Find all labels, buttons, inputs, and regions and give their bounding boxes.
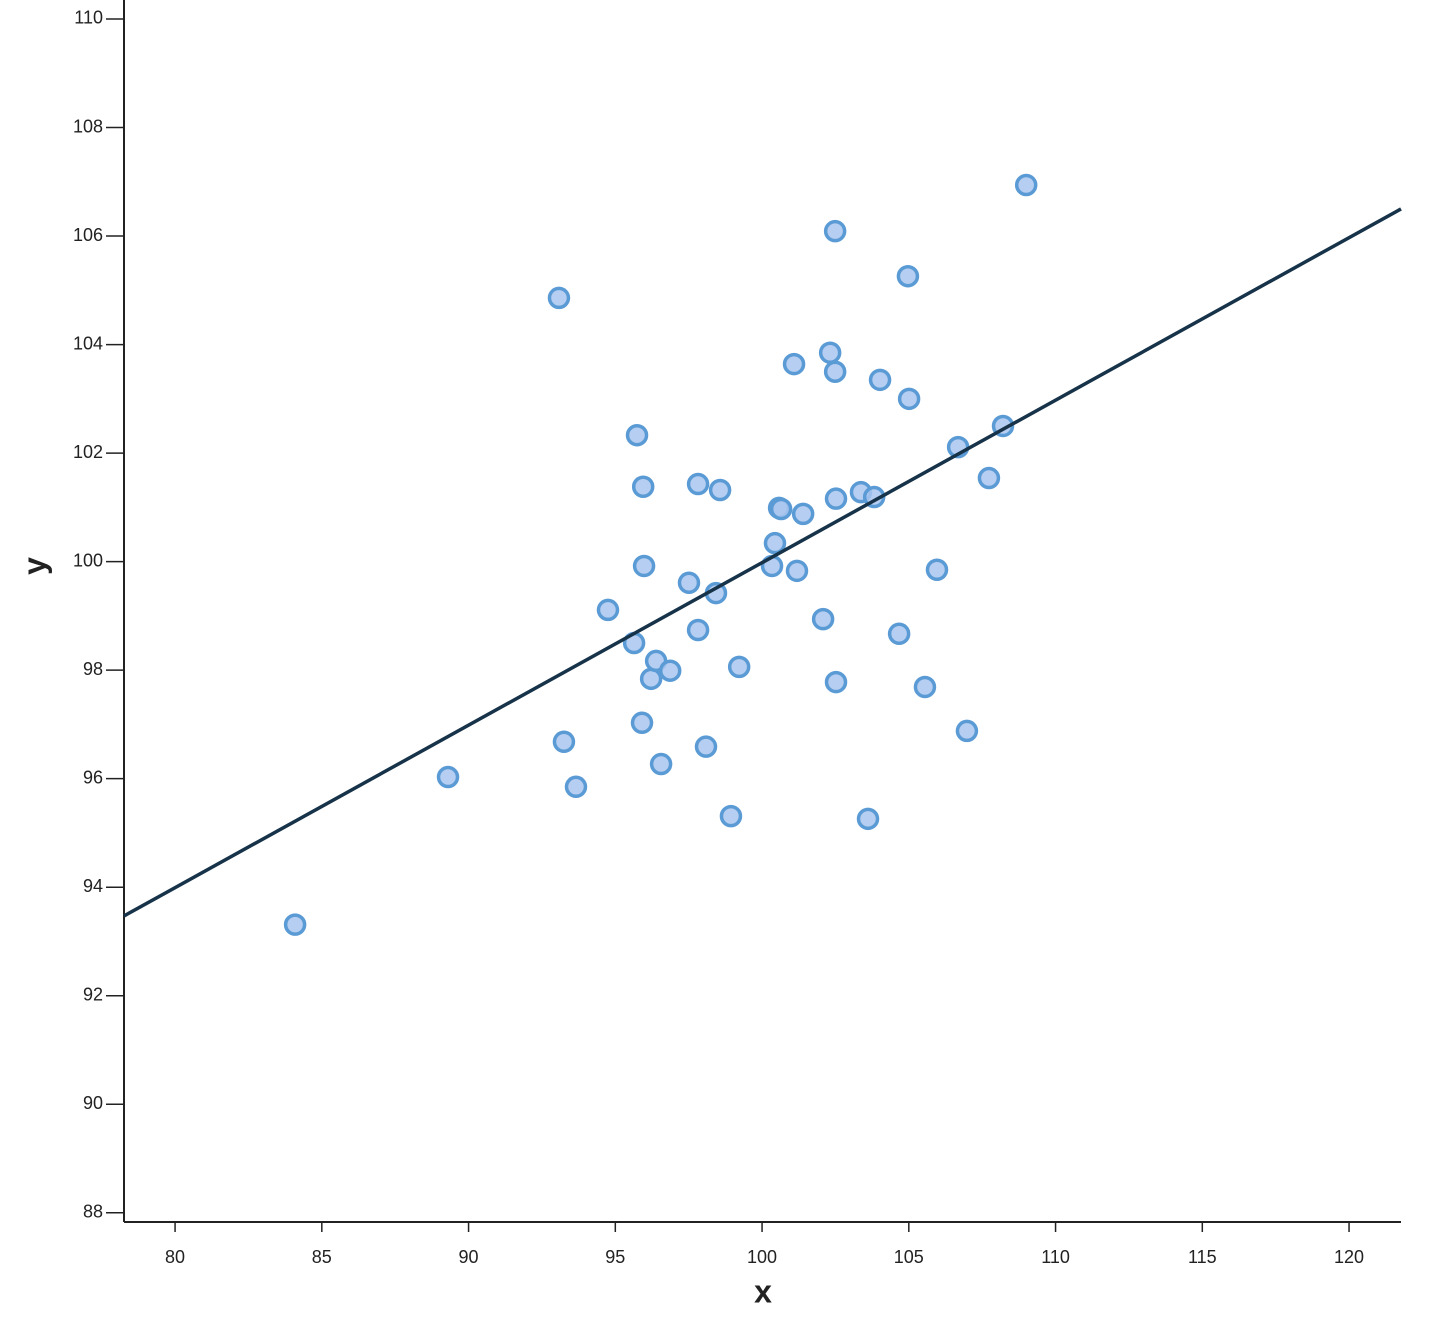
point [897,387,921,411]
point [925,558,949,582]
x-tick-label: 105 [894,1247,924,1267]
point [658,659,682,682]
point [896,264,920,288]
point [632,554,656,578]
point [727,655,751,679]
point [824,487,848,510]
point [686,618,710,642]
y-tick-label: 106 [73,225,103,245]
x-tick-label: 80 [165,1247,185,1267]
x-tick-label: 95 [605,1247,625,1267]
fit-line [123,207,1402,918]
point [913,675,937,699]
point [769,497,793,521]
point [639,667,663,691]
point [818,341,842,364]
point [436,765,460,789]
point [552,730,576,754]
point [887,622,911,646]
x-tick-label: 120 [1334,1247,1364,1267]
point [686,472,710,496]
y-axis-title: y [16,557,52,575]
x-tick-label: 85 [312,1247,332,1267]
point [811,607,835,631]
y-tick-label: 110 [74,8,103,28]
y-tick-label: 98 [83,659,103,679]
point [823,219,847,243]
point [719,804,743,828]
point [791,502,815,526]
point [630,711,654,735]
point [625,423,649,447]
y-tick-label: 88 [83,1202,103,1222]
y-tick-label: 100 [73,550,103,570]
y-tick-label: 104 [73,333,103,353]
point [977,466,1001,490]
x-axis-title: x [754,1273,772,1309]
point [823,360,847,383]
point [283,913,307,936]
point [763,531,787,555]
x-tick-label: 110 [1041,1247,1070,1267]
point [785,559,809,583]
y-tick-label: 96 [83,767,103,787]
point [564,775,588,799]
point [868,368,892,392]
y-tick-label: 92 [83,984,103,1004]
point [1014,173,1038,197]
point [649,752,673,776]
y-tick-label: 94 [83,876,103,896]
y-tick-label: 102 [73,442,103,462]
point [631,475,655,498]
point [547,286,571,310]
point [824,670,848,694]
x-tick-label: 90 [459,1247,479,1267]
point [677,571,701,595]
x-tick-label: 115 [1188,1247,1217,1267]
y-tick-label: 90 [83,1093,103,1113]
point [856,807,880,831]
x-tick-label: 100 [747,1247,777,1267]
y-tick-label: 108 [73,116,103,136]
point [596,598,620,622]
point [782,352,806,376]
point [694,735,718,758]
point [708,478,732,502]
point [955,719,979,743]
